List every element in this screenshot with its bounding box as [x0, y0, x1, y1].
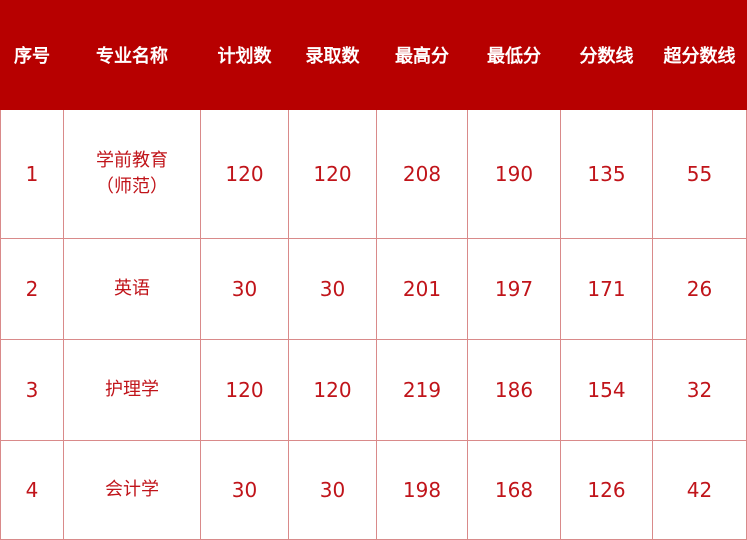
cell-major: 护理学	[63, 339, 201, 441]
cell-max: 201	[376, 238, 468, 340]
cell-max: 208	[376, 109, 468, 239]
cell-plan: 120	[200, 339, 289, 441]
header-min: 最低分	[467, 0, 561, 110]
cell-admitted: 120	[288, 109, 377, 239]
cell-min: 186	[467, 339, 561, 441]
header-over: 超分数线	[652, 0, 747, 110]
cell-major: 学前教育 （师范）	[63, 109, 201, 239]
cell-no: 1	[0, 109, 64, 239]
header-max: 最高分	[376, 0, 468, 110]
cell-no: 3	[0, 339, 64, 441]
header-admitted: 录取数	[288, 0, 377, 110]
header-major: 专业名称	[63, 0, 201, 110]
cell-major: 会计学	[63, 440, 201, 540]
cell-no: 2	[0, 238, 64, 340]
cell-plan: 30	[200, 238, 289, 340]
header-line: 分数线	[560, 0, 653, 110]
major-note: （师范）	[96, 176, 168, 197]
cell-over: 26	[652, 238, 747, 340]
cell-min: 168	[467, 440, 561, 540]
cell-over: 55	[652, 109, 747, 239]
major-name: 学前教育	[96, 150, 168, 171]
cell-min: 197	[467, 238, 561, 340]
cell-plan: 30	[200, 440, 289, 540]
cell-over: 32	[652, 339, 747, 441]
cell-no: 4	[0, 440, 64, 540]
cell-plan: 120	[200, 109, 289, 239]
cell-line: 171	[560, 238, 653, 340]
cell-admitted: 30	[288, 440, 377, 540]
table-row: 2 英语 30 30 201 197 171 26	[0, 238, 747, 340]
cell-line: 126	[560, 440, 653, 540]
header-no: 序号	[0, 0, 64, 110]
cell-over: 42	[652, 440, 747, 540]
header-row: 序号 专业名称 计划数 录取数 最高分 最低分 分数线 超分数线	[0, 0, 747, 110]
cell-min: 190	[467, 109, 561, 239]
cell-line: 135	[560, 109, 653, 239]
cell-line: 154	[560, 339, 653, 441]
cell-max: 219	[376, 339, 468, 441]
cell-admitted: 30	[288, 238, 377, 340]
header-plan: 计划数	[200, 0, 289, 110]
cell-admitted: 120	[288, 339, 377, 441]
table-row: 3 护理学 120 120 219 186 154 32	[0, 339, 747, 441]
table-row: 1 学前教育 （师范） 120 120 208 190 135 55	[0, 109, 747, 239]
cell-major: 英语	[63, 238, 201, 340]
cell-max: 198	[376, 440, 468, 540]
table-row: 4 会计学 30 30 198 168 126 42	[0, 440, 747, 540]
